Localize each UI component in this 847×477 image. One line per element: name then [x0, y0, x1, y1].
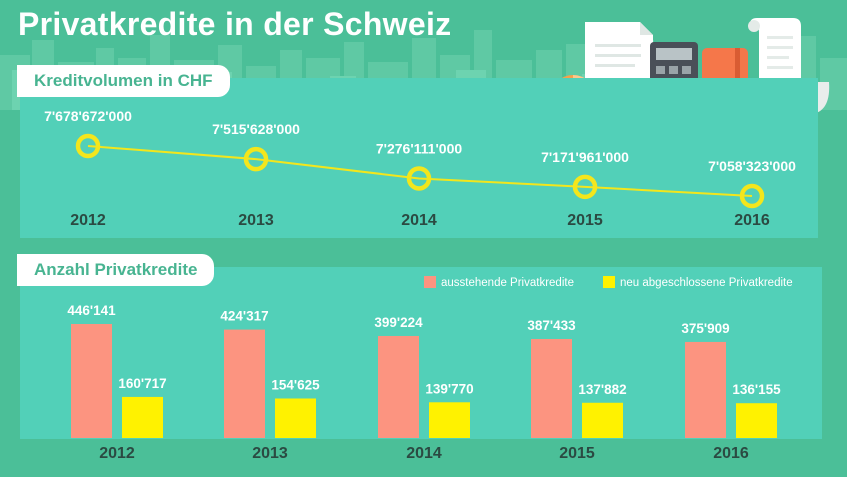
new-value-label-2016: 136'155 — [732, 382, 781, 397]
volume-chart-title: Kreditvolumen in CHF — [17, 65, 230, 97]
legend-new-label: neu abgeschlossene Privatkredite — [620, 277, 793, 289]
outstanding-bar-2014 — [378, 335, 419, 438]
volume-value-label-2016: 7'058'323'000 — [708, 158, 796, 174]
outstanding-value-label-2012: 446'141 — [67, 303, 116, 318]
count-year-label-2014: 2014 — [406, 445, 442, 462]
count-year-label-2016: 2016 — [713, 445, 749, 462]
volume-value-label-2012: 7'678'672'000 — [44, 108, 132, 124]
page-title: Privatkredite in der Schweiz — [18, 6, 452, 42]
new-value-label-2013: 154'625 — [271, 377, 320, 392]
outstanding-bar-2012 — [71, 324, 112, 438]
volume-value-label-2015: 7'171'961'000 — [541, 149, 629, 165]
volume-year-label-2012: 2012 — [70, 212, 106, 229]
volume-year-label-2015: 2015 — [567, 212, 603, 229]
outstanding-bar-2015 — [531, 339, 572, 438]
new-value-label-2012: 160'717 — [118, 376, 166, 391]
volume-year-label-2013: 2013 — [238, 212, 274, 229]
new-value-label-2014: 139'770 — [425, 381, 473, 396]
volume-point-2013 — [243, 146, 269, 172]
legend-outstanding-swatch — [424, 276, 436, 288]
volume-panel — [20, 78, 818, 238]
count-year-label-2013: 2013 — [252, 445, 288, 462]
volume-point-2014 — [406, 166, 432, 191]
outstanding-value-label-2016: 375'909 — [681, 321, 729, 336]
volume-point-2015 — [572, 174, 598, 200]
volume-point-2012 — [75, 133, 101, 159]
new-bar-2015 — [582, 402, 623, 438]
count-year-label-2012: 2012 — [99, 445, 135, 462]
volume-year-label-2014: 2014 — [401, 212, 437, 229]
new-bar-2013 — [275, 398, 316, 438]
new-value-label-2015: 137'882 — [578, 382, 626, 397]
new-bar-2014 — [429, 402, 470, 438]
outstanding-value-label-2014: 399'224 — [374, 315, 423, 330]
new-bar-2012 — [122, 396, 163, 438]
new-bar-2016 — [736, 403, 777, 438]
volume-year-label-2016: 2016 — [734, 212, 770, 229]
legend-new-swatch — [603, 276, 615, 288]
volume-trend-line — [87, 145, 753, 197]
outstanding-bar-2013 — [224, 329, 265, 438]
volume-value-label-2013: 7'515'628'000 — [212, 121, 300, 137]
legend-outstanding-label: ausstehende Privatkredite — [441, 277, 574, 289]
outstanding-value-label-2015: 387'433 — [527, 318, 576, 333]
outstanding-bar-2016 — [685, 341, 726, 438]
count-year-label-2015: 2015 — [559, 445, 595, 462]
volume-value-label-2014: 7'276'111'000 — [376, 140, 463, 156]
volume-point-2016 — [739, 183, 765, 209]
count-chart-title: Anzahl Privatkredite — [17, 254, 215, 286]
outstanding-value-label-2013: 424'317 — [220, 309, 268, 324]
